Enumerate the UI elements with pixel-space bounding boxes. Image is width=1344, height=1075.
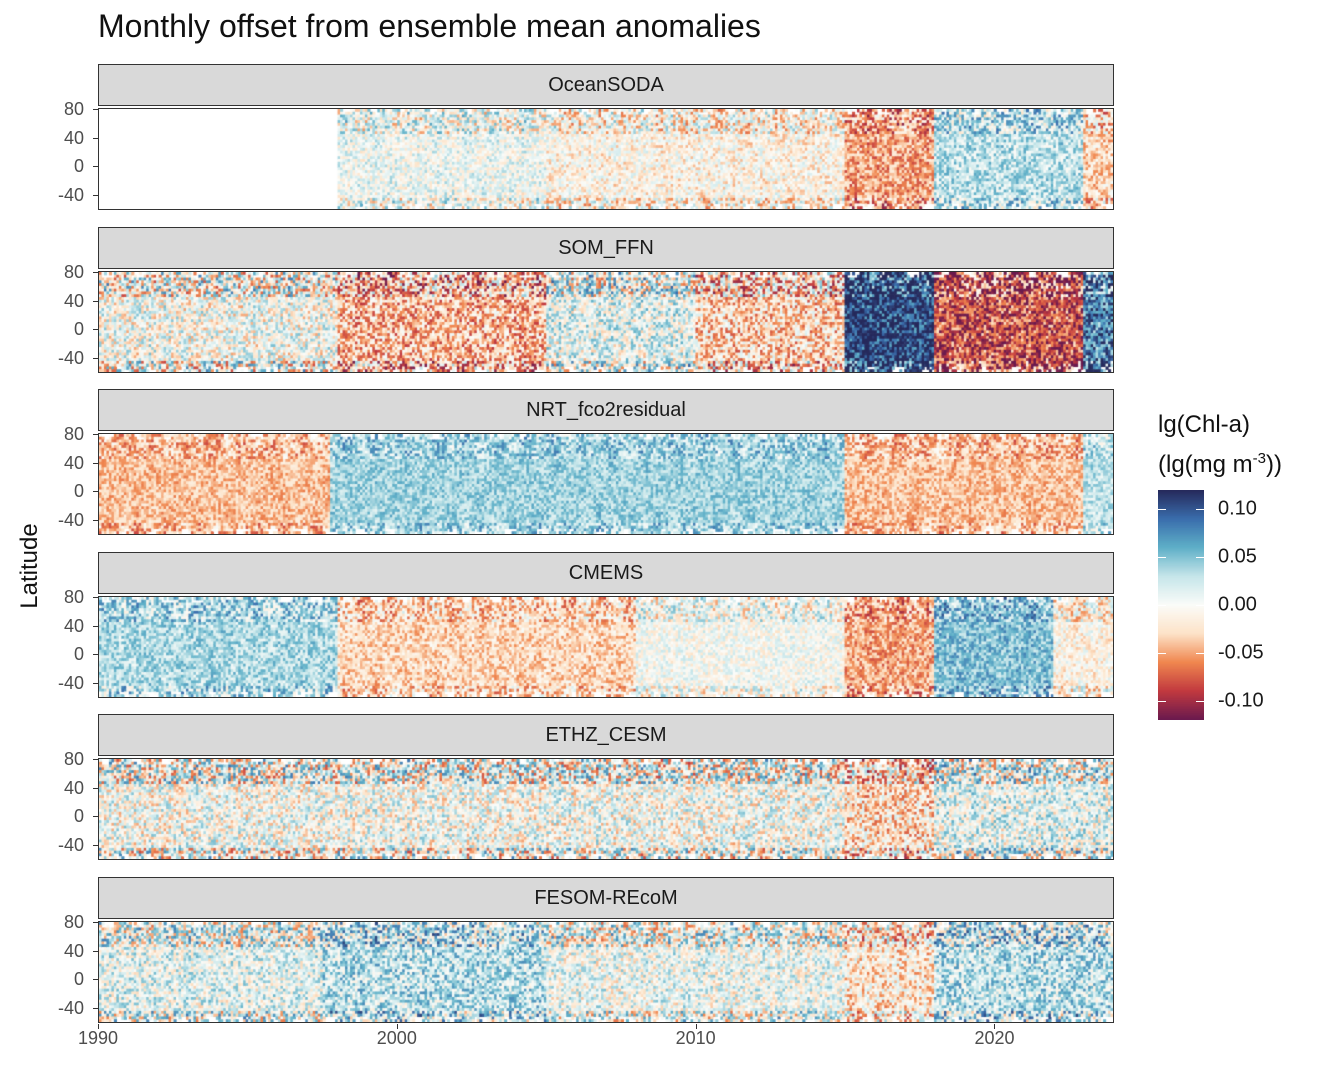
y-tick-mark [93,166,98,168]
y-tick-label: -40 [57,997,84,1018]
y-tick-label: -40 [57,184,84,205]
y-tick-label: 0 [73,156,84,177]
y-tick-mark [93,137,98,139]
x-tick-mark [396,1024,398,1029]
y-tick-label: 80 [63,262,84,282]
y-tick-label: 40 [63,615,84,636]
legend-tick-mark [1196,509,1204,511]
facet-strip-cmems: CMEMS [98,552,1114,594]
y-tick-label: 0 [73,644,84,665]
y-tick-label: 40 [63,777,84,798]
facet-strip-ethz_cesm: ETHZ_CESM [98,714,1114,756]
legend-tick-mark [1158,700,1166,702]
x-tick-label: 1990 [77,1028,119,1048]
heatmap-cells [99,434,1113,534]
y-tick-mark [93,519,98,521]
y-tick-mark [93,844,98,846]
y-tick-label: -40 [57,509,84,530]
y-tick-mark [93,759,98,760]
heatmap-cells [99,922,1113,1022]
y-tick-label: 80 [63,424,84,444]
y-tick-label: 40 [63,290,84,311]
heatmap-cells [99,272,1113,372]
x-tick-label: 2000 [376,1028,417,1048]
y-tick-mark [93,816,98,818]
heatmap-cells [99,109,1113,209]
y-tick-label: 80 [63,749,84,769]
y-tick-mark [93,787,98,789]
y-tick-label: 0 [73,319,84,340]
heatmap-panel-nrt_fco2residual [98,433,1114,535]
facet-strip-oceansoda: OceanSODA [98,64,1114,106]
y-tick-label: 80 [63,912,84,932]
y-tick-mark [93,979,98,981]
y-tick-label: 80 [63,587,84,607]
legend-tick-mark [1196,557,1204,559]
heatmap-panel-ethz_cesm [98,758,1114,860]
legend-tick-mark [1196,700,1204,702]
legend-tick-mark [1196,605,1204,606]
heatmap-panel-fesom-recom [98,921,1114,1023]
y-tick-mark [93,922,98,923]
y-tick-mark [93,1007,98,1009]
y-tick-label: -40 [57,834,84,855]
y-tick-mark [93,194,98,196]
legend-title-exponent: -3 [1252,450,1267,467]
legend-tick-label: 0.10 [1218,497,1257,520]
legend-tick-mark [1158,509,1166,511]
heatmap-cells [99,759,1113,859]
chart-title: Monthly offset from ensemble mean anomal… [98,8,761,44]
legend-title-close: )) [1266,451,1282,478]
legend-tick-mark [1158,652,1166,654]
heatmap-panel-som_ffn [98,271,1114,373]
x-tick-mark [994,1024,996,1029]
legend-tick-mark [1158,557,1166,559]
y-tick-label: -40 [57,347,84,368]
legend-title: lg(Chl-a) (lg(mg m-3)) [1158,408,1282,482]
x-tick-label: 2020 [974,1028,1015,1048]
legend-tick-label: 0.00 [1218,593,1257,616]
y-tick-label: 40 [63,127,84,148]
y-tick-label: 40 [63,940,84,961]
y-tick-label: 40 [63,452,84,473]
y-tick-mark [93,300,98,302]
heatmap-panel-oceansoda [98,108,1114,210]
legend-tick-label: -0.10 [1218,689,1264,712]
legend-title-unit: (lg(mg m [1158,451,1253,478]
facet-strip-nrt_fco2residual: NRT_fco2residual [98,389,1114,431]
y-tick-label: -40 [57,672,84,693]
y-tick-mark [93,272,98,273]
legend-tick-mark [1158,605,1166,606]
y-tick-mark [93,682,98,684]
y-tick-label: 0 [73,481,84,502]
x-tick-mark [98,1024,99,1029]
y-tick-label: 80 [63,99,84,119]
y-tick-mark [93,950,98,952]
y-tick-mark [93,462,98,464]
heatmap-cells [99,597,1113,697]
y-tick-mark [93,329,98,331]
y-tick-mark [93,597,98,598]
legend-tick-label: 0.05 [1218,545,1257,568]
y-tick-mark [93,625,98,627]
legend-title-line1: lg(Chl-a) [1158,411,1251,438]
y-tick-mark [93,357,98,359]
facet-strip-som_ffn: SOM_FFN [98,227,1114,269]
y-tick-mark [93,109,98,110]
legend-title-line2: (lg(mg m-3)) [1158,442,1282,482]
legend-tick-mark [1196,652,1204,654]
y-tick-label: 0 [73,969,84,990]
facet-strip-fesom-recom: FESOM-REcoM [98,877,1114,919]
y-tick-mark [93,491,98,493]
x-tick-label: 2010 [675,1028,716,1048]
y-tick-mark [93,434,98,435]
heatmap-panel-cmems [98,596,1114,698]
y-tick-label: 0 [73,806,84,827]
x-tick-mark [695,1024,697,1029]
y-tick-mark [93,654,98,656]
legend-tick-label: -0.05 [1218,641,1264,664]
